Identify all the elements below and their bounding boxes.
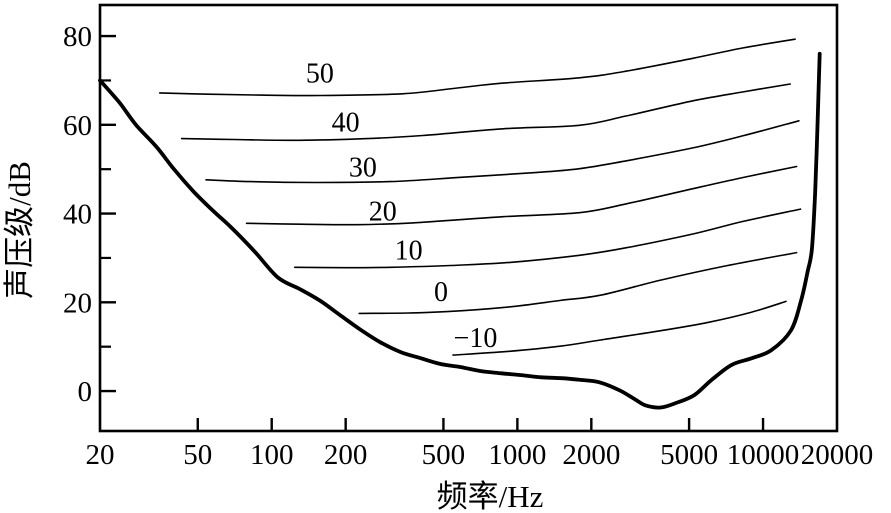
- curve-contour-0: [358, 251, 798, 315]
- y-axis-title: 声压级/dB: [2, 161, 37, 299]
- curve-contour-minus-10: [452, 300, 787, 356]
- curve-label-contour-40: 40: [332, 108, 360, 139]
- curve-labels: 50 40 30 20 10 0−10: [306, 59, 498, 354]
- curve-contour-10: [293, 208, 802, 269]
- x-tick-label-1000: 1000: [488, 439, 546, 471]
- curve-label-contour-minus-10: −10: [454, 323, 498, 354]
- axis-ticks: [100, 34, 765, 431]
- curve-label-contour-10: 10: [395, 235, 423, 266]
- y-tick-label-20: 20: [63, 287, 92, 319]
- x-tick-label-20: 20: [86, 439, 115, 471]
- plot-frame: [98, 3, 839, 433]
- y-tick-label-40: 40: [63, 199, 92, 231]
- x-tick-label-10000: 10000: [727, 439, 800, 471]
- curve-contour-40: [180, 83, 791, 142]
- x-tick-label-5000: 5000: [660, 439, 718, 471]
- x-tick-label-2000: 2000: [562, 439, 620, 471]
- axis-tick-labels: 20 50 100 200 500 1000 2000 5000 10000 2000002040…: [63, 21, 873, 471]
- curve-label-contour-0: 0: [434, 277, 448, 308]
- curves: [98, 38, 822, 410]
- curve-label-contour-20: 20: [369, 196, 397, 227]
- curve-contour-20: [245, 165, 798, 226]
- x-axis-title: 频率/Hz: [437, 479, 544, 513]
- curve-label-contour-30: 30: [349, 152, 377, 183]
- x-tick-label-100: 100: [250, 439, 294, 471]
- x-tick-label-50: 50: [183, 439, 212, 471]
- y-tick-label-80: 80: [63, 21, 92, 53]
- x-tick-label-20000: 20000: [801, 439, 874, 471]
- curve-hearing-threshold: [98, 51, 822, 410]
- y-tick-label-60: 60: [63, 110, 92, 142]
- curve-label-contour-50: 50: [306, 59, 334, 90]
- x-tick-label-200: 200: [324, 439, 368, 471]
- x-tick-label-500: 500: [422, 439, 466, 471]
- curve-contour-50: [158, 38, 796, 97]
- curve-contour-30: [205, 120, 800, 184]
- y-tick-label-0: 0: [78, 376, 93, 408]
